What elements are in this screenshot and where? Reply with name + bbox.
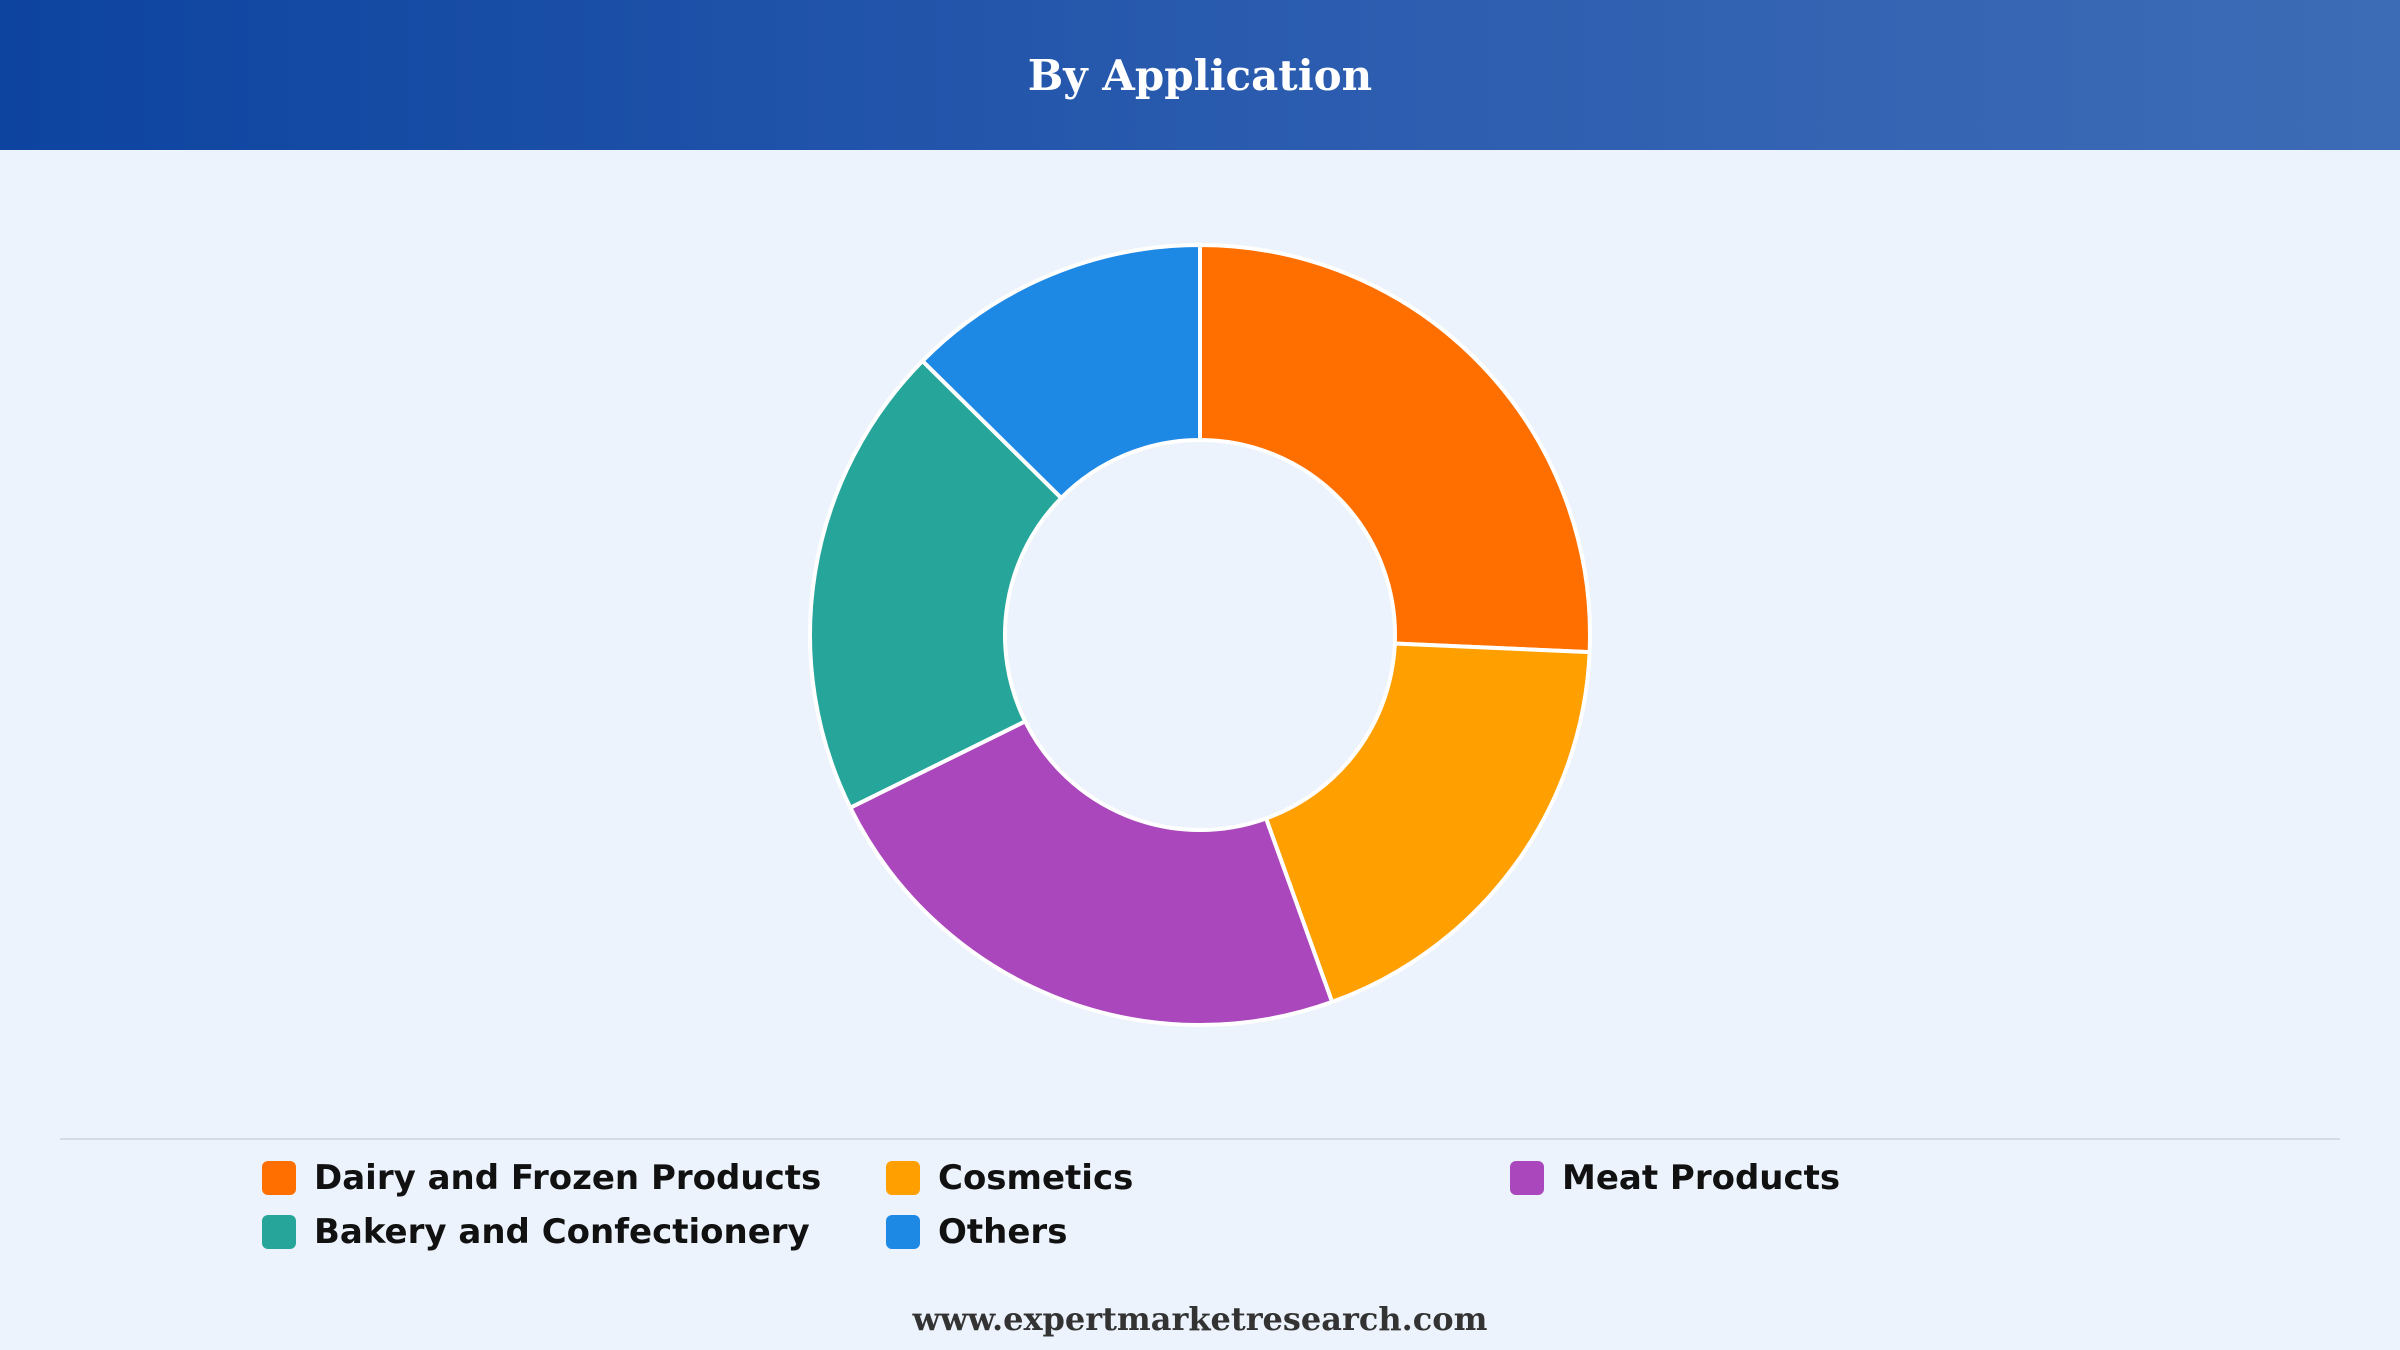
legend-item-others: Others bbox=[886, 1206, 1067, 1258]
legend-label: Cosmetics bbox=[938, 1158, 1134, 1198]
donut-chart bbox=[808, 243, 1592, 1027]
source-url[interactable]: www.expertmarketresearch.com bbox=[912, 1300, 1488, 1338]
chart-title: By Application bbox=[1027, 50, 1373, 100]
chart-area bbox=[0, 150, 2400, 1130]
legend-label: Bakery and Confectionery bbox=[314, 1212, 810, 1252]
chart-header: By Application bbox=[0, 0, 2400, 150]
legend-item-bakery-and-confectionery: Bakery and Confectionery bbox=[262, 1206, 810, 1258]
legend-label: Dairy and Frozen Products bbox=[314, 1158, 822, 1198]
legend-item-dairy-and-frozen-products: Dairy and Frozen Products bbox=[262, 1152, 821, 1204]
slice-cosmetics[interactable] bbox=[1264, 641, 1592, 1004]
slice-others[interactable] bbox=[920, 243, 1202, 500]
legend-item-meat-products: Meat Products bbox=[1510, 1152, 1840, 1204]
legend-divider bbox=[60, 1138, 2340, 1140]
legend-swatch bbox=[262, 1161, 296, 1195]
slice-bakery-and-confectionery[interactable] bbox=[808, 358, 1064, 810]
legend-label: Others bbox=[938, 1212, 1068, 1252]
legend-item-cosmetics: Cosmetics bbox=[886, 1152, 1133, 1204]
footer: www.expertmarketresearch.com bbox=[0, 1296, 2400, 1342]
legend-swatch bbox=[886, 1161, 920, 1195]
legend: Dairy and Frozen Products Cosmetics Meat… bbox=[262, 1152, 2162, 1272]
slice-meat-products[interactable] bbox=[848, 719, 1335, 1027]
legend-swatch bbox=[262, 1215, 296, 1249]
legend-swatch bbox=[886, 1215, 920, 1249]
legend-swatch bbox=[1510, 1161, 1544, 1195]
legend-label: Meat Products bbox=[1562, 1158, 1841, 1198]
slice-dairy-and-frozen-products[interactable] bbox=[1198, 243, 1592, 655]
